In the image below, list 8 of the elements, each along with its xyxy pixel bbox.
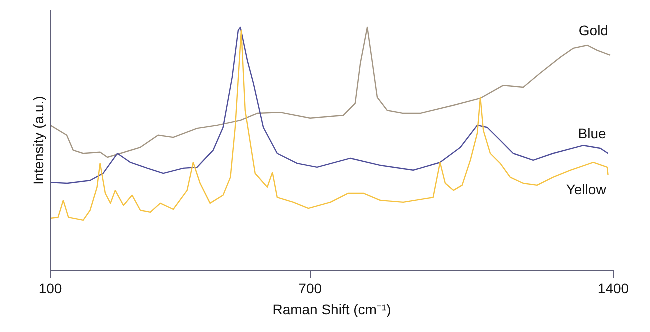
x-axis-title: Raman Shift (cm⁻¹) (272, 302, 392, 318)
x-tick-label: 700 (298, 280, 322, 296)
x-tick-label: 1400 (598, 280, 630, 296)
series-label: Yellow (566, 181, 608, 198)
series-label: Gold (578, 22, 608, 38)
x-tick-label: 100 (38, 280, 62, 296)
series-label: Blue (578, 126, 607, 142)
y-axis-title: Intensity (a.u.) (30, 96, 46, 185)
